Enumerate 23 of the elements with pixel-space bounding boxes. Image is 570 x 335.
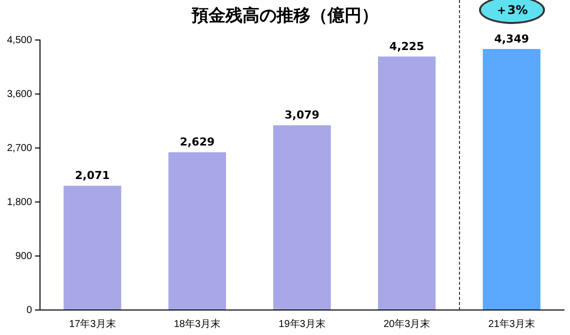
y-tick-label: 900	[15, 250, 32, 262]
data-label: 4,225	[389, 40, 424, 53]
text: ＋3%	[478, 0, 545, 24]
y-tick-label: 1,800	[6, 196, 32, 208]
bar	[482, 49, 540, 310]
x-tick-label: 20年3月末	[383, 318, 430, 330]
bar	[168, 152, 226, 310]
x-tick-label: 18年3月末	[174, 318, 221, 330]
data-label: 2,629	[180, 136, 215, 149]
bar	[64, 186, 122, 310]
y-tick-label: 0	[26, 304, 32, 316]
bar	[273, 125, 331, 310]
y-tick-label: 4,500	[6, 34, 32, 46]
y-tick-label: 2,700	[6, 142, 32, 154]
data-label: 2,071	[75, 169, 110, 182]
y-tick-label: 3,600	[6, 88, 32, 100]
data-label: 3,079	[284, 108, 320, 122]
bar	[378, 56, 436, 310]
x-tick-label: 19年3月末	[278, 318, 326, 330]
x-tick-label: 21年3月末	[488, 318, 535, 330]
chart-title: 預金残高の推移（億円）	[192, 6, 378, 26]
x-tick-label: 17年3月末	[69, 318, 116, 330]
data-label: 4,349	[494, 32, 529, 46]
